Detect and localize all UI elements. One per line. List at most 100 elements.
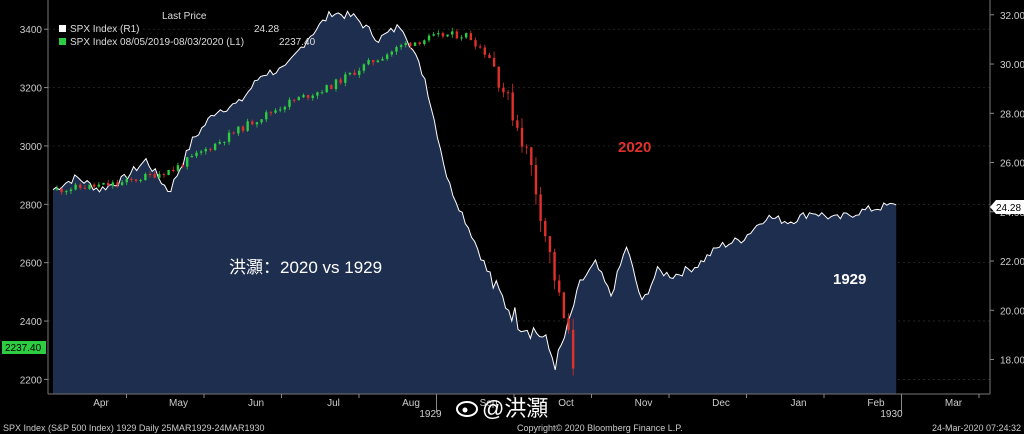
legend-label-r1: SPX Index (R1) [70,24,139,35]
left-tick-label: 2200 [20,375,43,386]
candle-body [306,95,310,98]
legend-header: Last Price [162,11,207,22]
candle-body [246,121,249,131]
candle-body [97,184,101,187]
candle-body [139,180,142,182]
candle-body [111,182,114,186]
candle-body [65,191,68,193]
left-last-badge: 2237.40 [2,341,46,354]
candle-body [213,143,217,150]
candle-body [69,189,73,192]
candle-body [283,106,287,110]
candle-body [413,42,417,46]
left-last-label: 2237.40 [5,343,42,354]
candle-body [116,182,119,185]
candle-body [74,184,77,190]
left-axis-ticks: 2200 2400 2600 2800 3000 3200 3400 [20,25,48,386]
x-tick-label: Feb [867,398,885,409]
candle-body [358,70,361,75]
candle-body [316,92,319,96]
candle-body [432,34,435,36]
candle-body [530,147,533,166]
candle-body [469,33,473,41]
candle-body [83,187,87,189]
candle-body [162,174,166,176]
candle-body [488,54,491,59]
candle-body [334,79,338,90]
watermark-text: @洪灝 [482,396,548,421]
footer-left: SPX Index (S&P 500 Index) 1929 Daily 25M… [3,423,265,433]
candle-body [88,184,91,189]
watermark: @洪灝 [456,396,548,421]
candle-body [399,45,403,48]
candle-body [367,60,370,65]
series-2020-candles [55,27,575,376]
candle-body [190,156,194,158]
candle-body [376,60,380,63]
candle-body [223,141,226,143]
series-1929-line [52,10,897,371]
candle-body [292,99,296,101]
candle-body [502,87,505,93]
candle-body [534,165,538,195]
candle-body [288,99,291,107]
footer-copyright: Copyright© 2020 Bloomberg Finance L.P. [517,423,683,433]
candle-body [330,85,333,90]
label-2020: 2020 [618,139,651,156]
candle-body [525,146,528,148]
candle-body [158,174,161,178]
candle-body [60,188,63,193]
candle-body [511,92,514,121]
candle-body [297,97,300,101]
candle-body [55,188,59,190]
candle-body [348,72,352,75]
label-1929: 1929 [833,271,866,288]
x-tick-label: Sep [480,398,498,409]
x-tick-label: Jul [327,398,340,409]
candle-body [260,119,263,123]
candle-body [390,51,393,55]
candle-body [106,182,110,186]
candle-body [465,33,468,38]
candle-body [255,122,259,125]
left-tick-label: 3400 [20,25,43,36]
candle-body [423,40,426,44]
candle-body [181,165,184,167]
x-tick-label: Nov [635,398,653,409]
candle-body [474,40,477,47]
candle-body [497,66,500,88]
right-tick-label: 28.00 [1000,109,1024,120]
right-tick-label: 18.00 [1000,356,1024,367]
candle-body [381,58,384,61]
candle-body [265,112,268,120]
legend-swatch-l1 [59,38,66,45]
candle-body [218,142,221,144]
candle-body [520,127,524,147]
candle-body [455,31,459,39]
candle-body [148,173,152,175]
candle-body [227,132,231,142]
candle-body [144,173,147,181]
candle-body [506,92,510,94]
x-year-label: 1929 [419,409,442,420]
candle-body [567,318,570,330]
candle-body [539,194,542,221]
legend-label-l1: SPX Index 08/05/2019-08/03/2020 (L1) [70,37,244,48]
left-tick-label: 2600 [20,259,43,270]
right-last-label: 24.28 [996,203,1021,214]
candle-body [279,109,282,111]
candle-body [251,121,254,125]
right-tick-label: 32.00 [1000,11,1024,22]
candle-body [427,35,431,41]
left-tick-label: 2400 [20,317,43,328]
candle-body [302,95,305,98]
legend: Last Price SPX Index (R1) 24.28 SPX Inde… [59,11,316,48]
candle-body [353,72,356,75]
candle-body [460,37,463,39]
series-1929-area [53,11,897,395]
candle-body [102,182,105,185]
candle-body [274,110,277,113]
chart-title-cn: 洪灝：2020 vs 1929 [229,258,382,277]
x-tick-label: Jun [248,398,264,409]
